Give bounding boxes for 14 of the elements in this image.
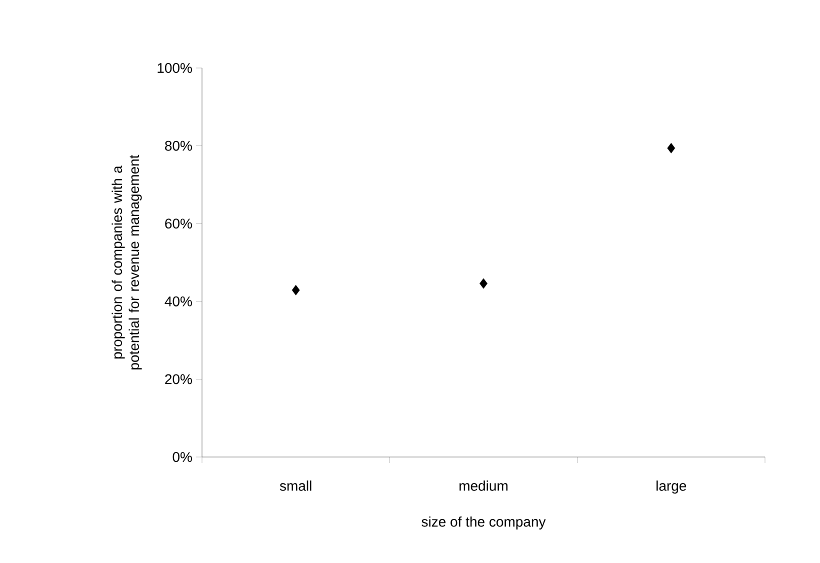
y-axis-title: proportion of companies with a potential for revenue management — [112, 154, 142, 370]
y-tick-label: 20% — [165, 374, 192, 384]
y-tick-label: 60% — [165, 218, 192, 229]
y-tick-label: 0% — [172, 452, 192, 462]
point — [480, 278, 488, 289]
y-tick-label: 80% — [165, 140, 192, 151]
x-tick-label: small — [280, 480, 312, 491]
point — [292, 284, 300, 296]
y-tick-label: 40% — [164, 296, 192, 306]
x-tick-label: large — [656, 480, 686, 494]
y-tick-label: 100% — [158, 63, 192, 73]
x-axis-title: size of the company — [422, 516, 546, 530]
point — [667, 142, 676, 154]
x-tick-label: medium — [460, 480, 508, 491]
